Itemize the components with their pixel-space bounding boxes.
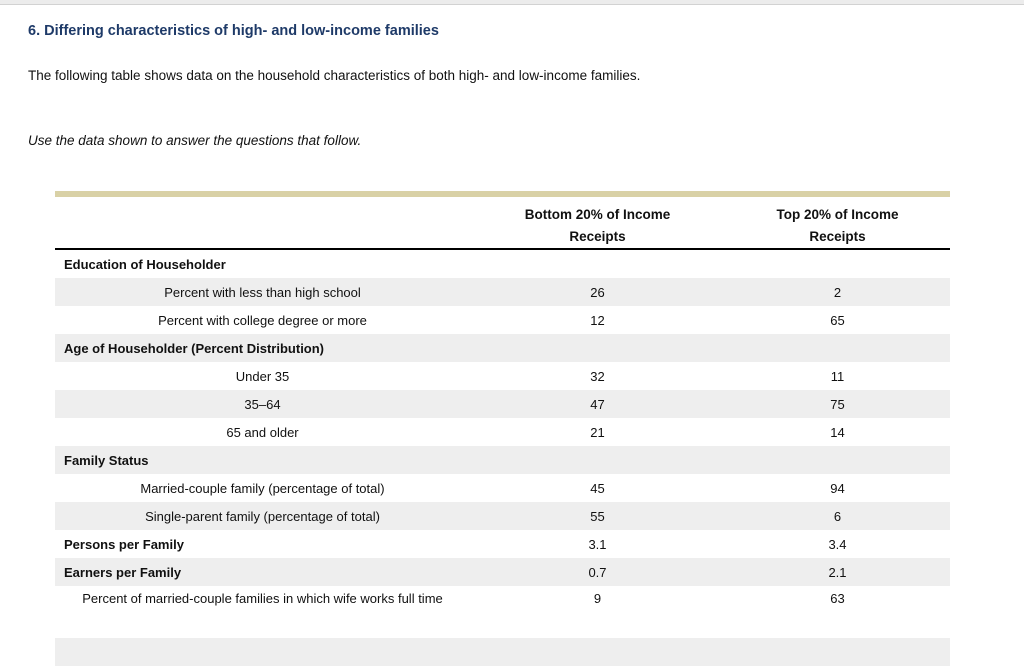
- row-label: 35–64: [244, 396, 281, 412]
- bottom20-value: 32: [590, 368, 605, 384]
- bottom20-value: 9: [593, 591, 602, 606]
- table-row: Under 35 32 11: [55, 362, 950, 390]
- column-header-top20: Top 20% of Income Receipts: [725, 199, 950, 248]
- bottom20-value: 0.7: [588, 564, 607, 580]
- row-label: Family Status: [64, 452, 149, 468]
- table-row: Married-couple family (percentage of tot…: [55, 474, 950, 502]
- table-top-accent-bar: [55, 191, 950, 197]
- instruction-text: Use the data shown to answer the questio…: [28, 133, 362, 148]
- page-title: 6. Differing characteristics of high- an…: [28, 23, 439, 39]
- top20-value: 94: [830, 480, 845, 496]
- table-row: Percent with college degree or more 12 65: [55, 306, 950, 334]
- bottom20-value: 55: [590, 508, 605, 524]
- table-body: Education of Householder Percent with les…: [55, 250, 950, 666]
- table-row: 65 and older 21 14: [55, 418, 950, 446]
- column-header-top20-line2: Receipts: [809, 229, 866, 244]
- row-label: Married-couple family (percentage of tot…: [140, 480, 385, 496]
- row-label: Percent with college degree or more: [158, 312, 367, 328]
- top20-value: 2: [833, 284, 842, 300]
- table-row: 35–64 47 75: [55, 390, 950, 418]
- bottom20-value: 3.1: [588, 536, 607, 552]
- row-label: Percent of married-couple families in wh…: [82, 591, 443, 606]
- top20-value: 3.4: [828, 536, 847, 552]
- characteristics-table: Bottom 20% of Income Receipts Top 20% of…: [55, 191, 950, 666]
- top20-value: 14: [830, 424, 845, 440]
- table-section-row: Education of Householder: [55, 250, 950, 278]
- bottom20-value: 21: [590, 424, 605, 440]
- top20-value: 75: [830, 396, 845, 412]
- header-spacer-cell: [55, 199, 470, 248]
- top20-value: 63: [830, 591, 845, 606]
- table-row: Percent of married-couple families in wh…: [55, 586, 950, 638]
- column-header-bottom20-line2: Receipts: [569, 229, 626, 244]
- table-section-row: Age of Householder (Percent Distribution…: [55, 334, 950, 362]
- column-header-top20-line1: Top 20% of Income: [776, 207, 899, 222]
- row-label: Percent with less than high school: [164, 284, 361, 300]
- intro-text: The following table shows data on the ho…: [28, 68, 641, 83]
- row-label: Age of Householder (Percent Distribution…: [64, 340, 325, 356]
- row-label: Single-parent family (percentage of tota…: [145, 508, 380, 524]
- bottom20-value: 47: [590, 396, 605, 412]
- table-row: Earners per Family 0.7 2.1: [55, 558, 950, 586]
- table-section-row: Family Status: [55, 446, 950, 474]
- row-label: Education of Householder: [64, 256, 226, 272]
- top20-value: 11: [830, 368, 845, 384]
- row-label: Earners per Family: [64, 564, 182, 580]
- table-header-row: Bottom 20% of Income Receipts Top 20% of…: [55, 197, 950, 250]
- row-label: 65 and older: [226, 424, 299, 440]
- column-header-bottom20: Bottom 20% of Income Receipts: [470, 199, 725, 248]
- bottom20-value: 45: [590, 480, 605, 496]
- table-row: Single-parent family (percentage of tota…: [55, 502, 950, 530]
- top20-value: 65: [830, 312, 845, 328]
- table-row: [55, 638, 950, 666]
- row-label: Under 35: [235, 368, 290, 384]
- page-top-border: [0, 0, 1024, 5]
- row-label: Persons per Family: [64, 536, 184, 552]
- bottom20-value: 26: [590, 284, 605, 300]
- bottom20-value: 12: [590, 312, 605, 328]
- top20-value: 6: [833, 508, 842, 524]
- table-row: Persons per Family 3.1 3.4: [55, 530, 950, 558]
- column-header-bottom20-line1: Bottom 20% of Income: [524, 207, 671, 222]
- table-row: Percent with less than high school 26 2: [55, 278, 950, 306]
- top20-value: 2.1: [828, 564, 847, 580]
